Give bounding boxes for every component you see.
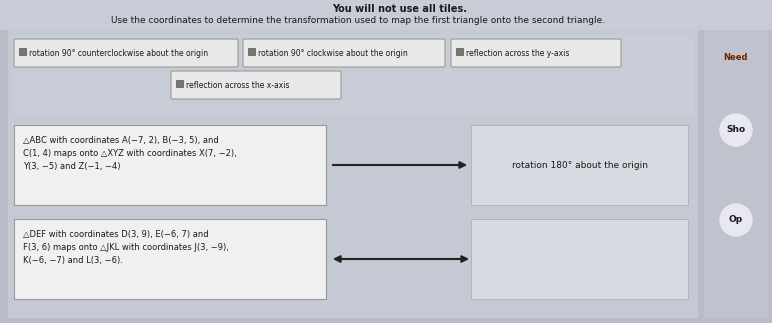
Text: △ABC with coordinates A(−7, 2), B(−3, 5), and
C(1, 4) maps onto △XYZ with coordi: △ABC with coordinates A(−7, 2), B(−3, 5)… — [23, 136, 237, 172]
Text: rotation 90° counterclockwise about the origin: rotation 90° counterclockwise about the … — [29, 48, 208, 57]
FancyBboxPatch shape — [471, 219, 688, 299]
Text: rotation 90° clockwise about the origin: rotation 90° clockwise about the origin — [258, 48, 408, 57]
FancyBboxPatch shape — [12, 34, 694, 116]
FancyBboxPatch shape — [704, 30, 768, 318]
Text: Sho: Sho — [726, 126, 746, 134]
FancyBboxPatch shape — [14, 125, 326, 205]
FancyBboxPatch shape — [243, 39, 445, 67]
Text: You will not use all tiles.: You will not use all tiles. — [333, 4, 468, 14]
Bar — [456, 48, 463, 55]
FancyBboxPatch shape — [171, 71, 341, 99]
FancyBboxPatch shape — [8, 30, 698, 318]
Circle shape — [720, 204, 752, 236]
Text: Need: Need — [724, 54, 748, 62]
FancyBboxPatch shape — [14, 39, 238, 67]
Text: reflection across the x-axis: reflection across the x-axis — [186, 80, 290, 89]
Text: rotation 180° about the origin: rotation 180° about the origin — [512, 161, 648, 170]
FancyBboxPatch shape — [471, 125, 688, 205]
Circle shape — [720, 114, 752, 146]
Text: reflection across the y-axis: reflection across the y-axis — [466, 48, 570, 57]
Text: Use the coordinates to determine the transformation used to map the first triang: Use the coordinates to determine the tra… — [111, 16, 605, 25]
FancyBboxPatch shape — [0, 0, 772, 30]
Bar — [248, 48, 255, 55]
Text: △DEF with coordinates D(3, 9), E(−6, 7) and
F(3, 6) maps onto △JKL with coordina: △DEF with coordinates D(3, 9), E(−6, 7) … — [23, 230, 229, 266]
FancyBboxPatch shape — [14, 219, 326, 299]
FancyBboxPatch shape — [451, 39, 621, 67]
Text: Op: Op — [729, 215, 743, 224]
Bar — [176, 80, 183, 87]
Bar — [19, 48, 26, 55]
